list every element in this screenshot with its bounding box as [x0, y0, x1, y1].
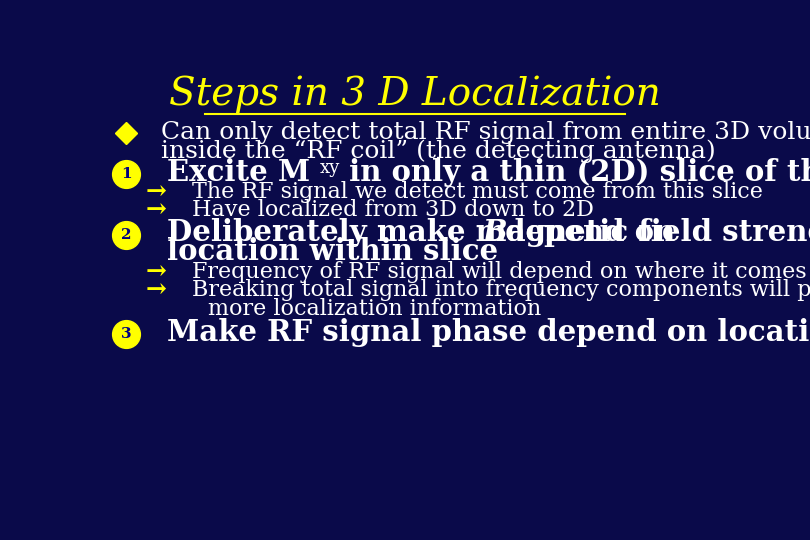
Text: →: →: [146, 278, 167, 302]
Text: 1: 1: [121, 167, 132, 181]
Text: Frequency of RF signal will depend on where it comes from: Frequency of RF signal will depend on wh…: [192, 261, 810, 283]
Text: Make RF signal phase depend on location within slice: Make RF signal phase depend on location …: [167, 319, 810, 348]
Text: Breaking total signal into frequency components will provide: Breaking total signal into frequency com…: [192, 279, 810, 301]
Text: inside the “RF coil” (the detecting antenna): inside the “RF coil” (the detecting ante…: [161, 139, 716, 163]
Text: →: →: [146, 260, 167, 284]
Text: 3: 3: [121, 327, 132, 341]
Text: 2: 2: [122, 228, 131, 242]
Text: Deliberately make magnetic field strength: Deliberately make magnetic field strengt…: [167, 218, 810, 247]
Text: xy: xy: [320, 159, 340, 178]
Text: depend on: depend on: [496, 218, 676, 247]
Text: →: →: [146, 180, 167, 205]
Text: location within slice: location within slice: [167, 238, 498, 266]
Text: more localization information: more localization information: [208, 298, 541, 320]
Text: The RF signal we detect must come from this slice: The RF signal we detect must come from t…: [192, 181, 763, 204]
Text: Have localized from 3D down to 2D: Have localized from 3D down to 2D: [192, 199, 595, 221]
Text: Excite M: Excite M: [167, 158, 310, 187]
Text: B: B: [483, 218, 508, 247]
Text: Steps in 3 D Localization: Steps in 3 D Localization: [169, 75, 661, 113]
Text: in only a thin (2D) slice of the subject: in only a thin (2D) slice of the subject: [339, 158, 810, 187]
Text: →: →: [146, 198, 167, 222]
Text: Can only detect total RF signal from entire 3D volume: Can only detect total RF signal from ent…: [161, 120, 810, 144]
